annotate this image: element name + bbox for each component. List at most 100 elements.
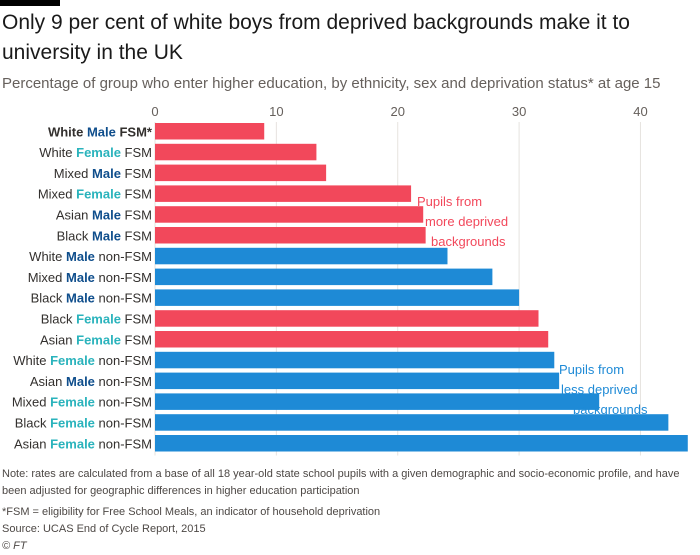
source-line: Source: UCAS End of Cycle Report, 2015: [2, 523, 206, 535]
x-tick-label: 10: [269, 104, 283, 119]
category-sex: Female: [50, 353, 95, 368]
bar: [155, 143, 317, 161]
category-label: Mixed Female non-FSM: [12, 395, 152, 410]
category-ethnicity: White: [39, 145, 76, 160]
category-sex: Male: [66, 270, 95, 285]
category-status: non-FSM: [95, 353, 152, 368]
annotation-more-deprived: Pupils from: [417, 194, 482, 209]
category-status: FSM: [121, 332, 152, 347]
category-ethnicity: Black: [15, 415, 50, 430]
chart-footer: Note: rates are calculated from a base o…: [2, 466, 698, 555]
category-status: non-FSM: [95, 249, 152, 264]
bar: [155, 185, 412, 202]
category-status: FSM: [121, 166, 152, 181]
chart-subtitle: Percentage of group who enter higher edu…: [2, 75, 661, 92]
category-ethnicity: White: [13, 353, 50, 368]
bar: [155, 289, 520, 306]
category-sex: Male: [92, 228, 121, 243]
annotation-less-deprived: Pupils from: [559, 362, 624, 377]
category-label: White Male non-FSM: [29, 249, 152, 264]
brand-bar: [0, 0, 60, 6]
category-sex: Female: [76, 311, 121, 326]
category-ethnicity: Asian: [40, 332, 76, 347]
category-sex: Female: [76, 332, 121, 347]
category-sex: Female: [50, 415, 95, 430]
bar: [155, 393, 600, 410]
category-status: FSM: [121, 311, 152, 326]
category-status: FSM*: [116, 124, 153, 139]
annotation-more-deprived: more deprived: [425, 214, 508, 229]
category-sex: Female: [50, 395, 95, 410]
category-sex: Male: [92, 207, 121, 222]
category-label: Black Female FSM: [41, 311, 152, 326]
footnote-rates: Note: rates are calculated from a base o…: [2, 468, 680, 497]
bar: [155, 123, 265, 140]
category-label: Black Male non-FSM: [31, 291, 152, 306]
category-label: White Female non-FSM: [13, 353, 152, 368]
category-label: Asian Male non-FSM: [30, 374, 152, 389]
category-status: non-FSM: [95, 270, 152, 285]
bar: [155, 206, 424, 223]
bar: [155, 414, 669, 431]
category-status: FSM: [121, 145, 152, 160]
bar: [155, 247, 448, 265]
category-label: Black Female non-FSM: [15, 415, 152, 430]
category-status: non-FSM: [95, 395, 152, 410]
category-sex: Female: [76, 145, 121, 160]
category-label: Mixed Female FSM: [38, 187, 152, 202]
bar: [155, 310, 539, 327]
x-tick-label: 0: [151, 104, 158, 119]
category-ethnicity: Asian: [56, 207, 92, 222]
category-status: non-FSM: [95, 436, 152, 451]
category-status: non-FSM: [95, 374, 152, 389]
footnote-fsm: *FSM = eligibility for Free School Meals…: [2, 506, 381, 518]
bar: [155, 331, 549, 348]
category-ethnicity: Mixed: [12, 395, 50, 410]
annotation-less-deprived: less deprived: [561, 382, 638, 397]
category-label: Black Male FSM: [57, 228, 152, 243]
category-sex: Male: [87, 124, 116, 139]
category-ethnicity: Mixed: [54, 166, 92, 181]
category-ethnicity: Mixed: [28, 270, 66, 285]
annotation-less-deprived: backgrounds: [573, 402, 648, 417]
chart-title: Only 9 per cent of white boys from depri…: [2, 11, 630, 64]
category-sex: Female: [50, 436, 95, 451]
category-ethnicity: White: [29, 249, 66, 264]
category-label: Asian Female FSM: [40, 332, 152, 347]
category-label: Asian Male FSM: [56, 207, 152, 222]
category-sex: Male: [66, 374, 95, 389]
category-status: non-FSM: [95, 415, 152, 430]
category-status: FSM: [121, 228, 152, 243]
category-status: FSM: [121, 207, 152, 222]
category-status: non-FSM: [95, 291, 152, 306]
annotation-more-deprived: backgrounds: [431, 234, 506, 249]
category-sex: Female: [76, 187, 121, 202]
bar: [155, 164, 327, 182]
copyright: © FT: [2, 540, 27, 552]
bar: [155, 351, 555, 369]
bar: [155, 227, 426, 244]
x-tick-label: 20: [390, 104, 404, 119]
bar: [155, 435, 688, 452]
category-label: White Male FSM*: [48, 124, 153, 139]
x-tick-label: 40: [633, 104, 647, 119]
category-ethnicity: Mixed: [38, 187, 76, 202]
category-label: White Female FSM: [39, 145, 152, 160]
category-ethnicity: Asian: [14, 436, 50, 451]
category-ethnicity: Asian: [30, 374, 66, 389]
category-label: Mixed Male non-FSM: [28, 270, 152, 285]
category-sex: Male: [66, 249, 95, 264]
category-ethnicity: Black: [31, 291, 66, 306]
category-ethnicity: White: [48, 124, 87, 139]
x-tick-label: 30: [512, 104, 526, 119]
bar: [155, 372, 560, 390]
category-ethnicity: Black: [41, 311, 76, 326]
category-sex: Male: [92, 166, 121, 181]
category-label: Mixed Male FSM: [54, 166, 152, 181]
category-ethnicity: Black: [57, 228, 92, 243]
category-label: Asian Female non-FSM: [14, 436, 152, 451]
category-status: FSM: [121, 187, 152, 202]
category-sex: Male: [66, 291, 95, 306]
bar: [155, 268, 493, 286]
